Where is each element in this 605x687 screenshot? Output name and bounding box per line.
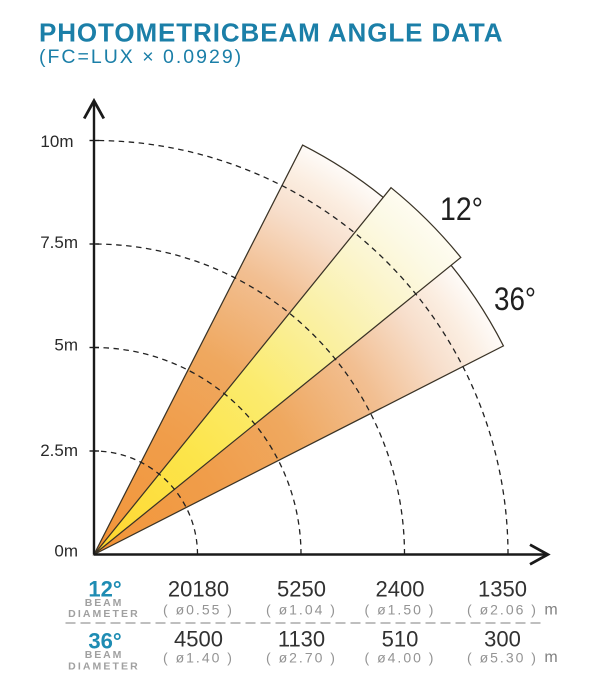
svg-text:( ø5.30 ): ( ø5.30 ) bbox=[467, 650, 538, 666]
svg-text:5m: 5m bbox=[54, 336, 78, 355]
svg-text:m: m bbox=[544, 649, 557, 666]
svg-text:(FC=LUX × 0.0929): (FC=LUX × 0.0929) bbox=[39, 46, 243, 68]
svg-text:36°: 36° bbox=[494, 281, 536, 317]
svg-text:PHOTOMETRICBEAM ANGLE DATA: PHOTOMETRICBEAM ANGLE DATA bbox=[39, 18, 503, 48]
svg-text:1350: 1350 bbox=[478, 576, 527, 601]
svg-text:BEAM: BEAM bbox=[85, 597, 124, 609]
svg-text:( ø1.40 ): ( ø1.40 ) bbox=[163, 650, 234, 666]
svg-text:m: m bbox=[544, 602, 557, 619]
svg-text:BEAM: BEAM bbox=[85, 649, 124, 661]
svg-text:10m: 10m bbox=[40, 132, 73, 151]
svg-text:2.5m: 2.5m bbox=[40, 441, 78, 460]
svg-text:4500: 4500 bbox=[174, 627, 223, 652]
svg-text:20180: 20180 bbox=[168, 576, 229, 601]
svg-text:( ø1.04 ): ( ø1.04 ) bbox=[266, 602, 337, 618]
svg-text:300: 300 bbox=[484, 627, 521, 652]
svg-text:12°: 12° bbox=[440, 191, 483, 227]
svg-text:1130: 1130 bbox=[278, 627, 325, 652]
svg-text:( ø2.06 ): ( ø2.06 ) bbox=[467, 602, 538, 618]
svg-text:12°: 12° bbox=[88, 577, 121, 602]
svg-text:0m: 0m bbox=[54, 542, 78, 561]
svg-text:36°: 36° bbox=[88, 629, 121, 654]
svg-text:510: 510 bbox=[382, 627, 419, 652]
svg-text:DIAMETER: DIAMETER bbox=[68, 608, 140, 620]
svg-text:DIAMETER: DIAMETER bbox=[68, 661, 140, 673]
svg-text:5250: 5250 bbox=[277, 576, 326, 601]
svg-text:7.5m: 7.5m bbox=[40, 233, 78, 252]
svg-text:( ø1.50 ): ( ø1.50 ) bbox=[365, 602, 436, 618]
svg-text:( ø0.55 ): ( ø0.55 ) bbox=[163, 602, 234, 618]
svg-text:( ø4.00 ): ( ø4.00 ) bbox=[365, 650, 436, 666]
svg-text:2400: 2400 bbox=[376, 576, 425, 601]
svg-text:( ø2.70 ): ( ø2.70 ) bbox=[266, 650, 337, 666]
